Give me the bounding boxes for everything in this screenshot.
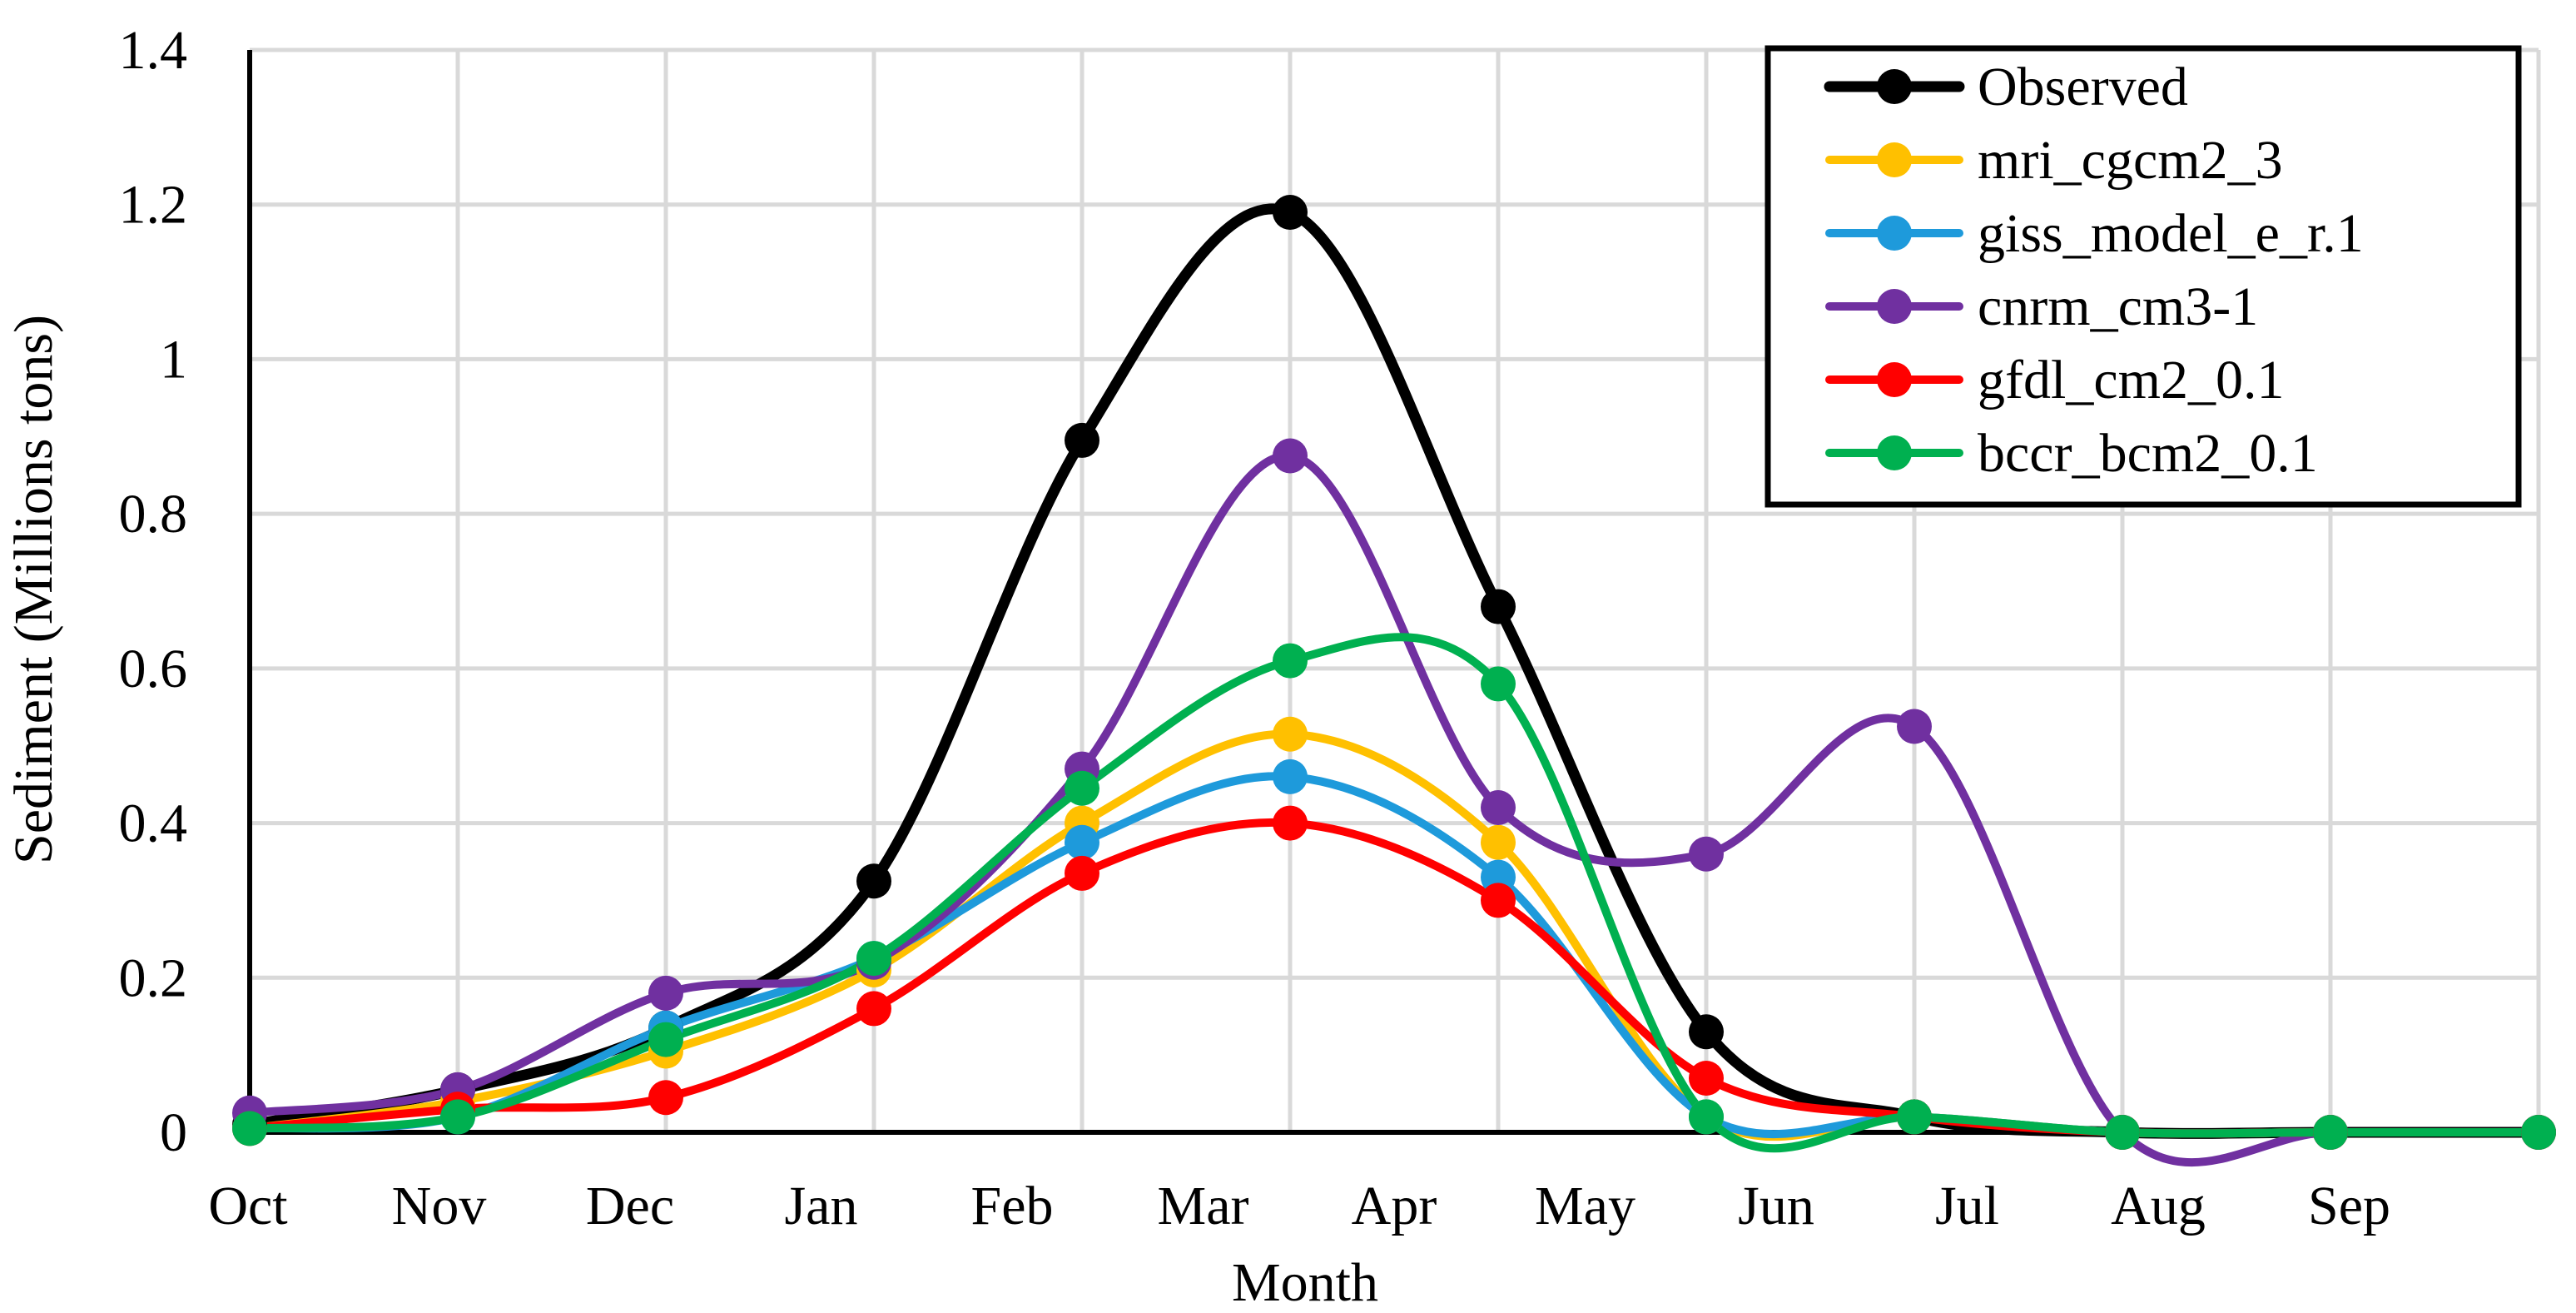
x-tick-label: Feb	[971, 1176, 1054, 1236]
legend-swatch-marker	[1877, 142, 1912, 177]
y-tick-label: 1.2	[119, 175, 188, 236]
data-point-bccr_bcm2_0.1	[440, 1099, 475, 1135]
data-point-Observed	[1065, 422, 1099, 458]
legend-box	[1764, 45, 2522, 508]
legend-item: mri_cgcm2_3	[1825, 130, 2283, 191]
data-point-mri_cgcm2_3	[1273, 716, 1308, 752]
legend-label: cnrm_cm3-1	[1978, 276, 2258, 337]
data-point-Observed	[1689, 1014, 1724, 1050]
data-point-bccr_bcm2_0.1	[2521, 1115, 2556, 1150]
data-point-giss_model_e_r.1	[1065, 824, 1099, 860]
legend-item: giss_model_e_r.1	[1825, 203, 2364, 264]
data-point-giss_model_e_r.1	[1273, 758, 1308, 794]
legend-label: gfdl_cm2_0.1	[1978, 350, 2284, 410]
data-point-bccr_bcm2_0.1	[2313, 1115, 2348, 1150]
legend-item: gfdl_cm2_0.1	[1825, 350, 2284, 410]
data-point-gfdl_cm2_0.1	[1689, 1061, 1724, 1096]
data-point-mri_cgcm2_3	[1481, 824, 1516, 860]
y-tick-label: 1	[160, 329, 187, 390]
legend-label: giss_model_e_r.1	[1978, 203, 2364, 264]
data-point-bccr_bcm2_0.1	[1897, 1099, 1932, 1135]
data-point-cnrm_cm3-1	[648, 975, 683, 1011]
x-tick-label: Mar	[1158, 1176, 1249, 1236]
data-point-cnrm_cm3-1	[1897, 709, 1932, 744]
y-tick-label: 0.2	[119, 947, 188, 1008]
y-tick-labels: 0 0.2 0.4 0.6 0.8 1 1.2 1.4	[119, 20, 188, 1163]
legend-swatch-marker	[1877, 362, 1912, 397]
data-point-bccr_bcm2_0.1	[648, 1022, 683, 1057]
x-axis-title: Month	[1232, 1252, 1378, 1313]
x-tick-label: Jan	[785, 1176, 858, 1236]
data-point-cnrm_cm3-1	[1481, 790, 1516, 825]
y-tick-label: 1.4	[119, 20, 188, 81]
data-point-cnrm_cm3-1	[1273, 438, 1308, 474]
data-point-bccr_bcm2_0.1	[1065, 770, 1099, 806]
y-tick-label: 0.8	[119, 484, 188, 545]
legend-swatch-marker	[1877, 216, 1912, 251]
y-tick-label: 0.4	[119, 793, 188, 854]
data-point-bccr_bcm2_0.1	[1273, 643, 1308, 679]
data-point-bccr_bcm2_0.1	[1481, 666, 1516, 702]
series-line-mri_cgcm2_3	[246, 729, 2543, 1141]
series-line-bccr_bcm2_0.1	[246, 633, 2543, 1153]
legend-swatch-marker	[1877, 69, 1912, 104]
x-tick-label: Nov	[392, 1176, 487, 1236]
x-tick-label: May	[1535, 1176, 1635, 1236]
legend-label: bccr_bcm2_0.1	[1978, 423, 2318, 484]
x-tick-label: Oct	[208, 1176, 287, 1236]
legend-item: bccr_bcm2_0.1	[1825, 423, 2318, 484]
y-tick-label: 0.6	[119, 639, 188, 699]
data-point-Observed	[1481, 589, 1516, 624]
legend-label: mri_cgcm2_3	[1978, 130, 2283, 191]
y-axis-title: Sediment (Millions tons)	[3, 315, 64, 864]
data-point-gfdl_cm2_0.1	[648, 1080, 683, 1116]
data-point-bccr_bcm2_0.1	[2105, 1115, 2140, 1150]
legend-label: Observed	[1978, 57, 2188, 117]
x-tick-label: Sep	[2308, 1176, 2390, 1236]
data-point-gfdl_cm2_0.1	[1481, 883, 1516, 918]
data-point-Observed	[856, 863, 891, 899]
x-tick-labels: Oct Nov Dec Jan Feb Mar Apr May Jun Jul Aug Sep	[208, 1176, 2390, 1236]
data-point-cnrm_cm3-1	[1689, 836, 1724, 872]
data-point-bccr_bcm2_0.1	[856, 941, 891, 977]
series-line-giss_model_e_r.1	[246, 772, 2543, 1138]
x-tick-label: Aug	[2111, 1176, 2206, 1236]
data-point-gfdl_cm2_0.1	[1065, 855, 1099, 891]
y-tick-label: 0	[160, 1102, 187, 1163]
legend: Observed mri_cgcm2_3 giss_model_e_r.1 cnrm_…	[1764, 45, 2522, 508]
legend-swatch-marker	[1877, 289, 1912, 324]
legend-swatch-marker	[1877, 435, 1912, 470]
data-point-gfdl_cm2_0.1	[1273, 805, 1308, 841]
data-point-bccr_bcm2_0.1	[232, 1111, 267, 1146]
series-markers	[232, 195, 2556, 1150]
legend-item: Observed	[1824, 57, 2188, 117]
x-tick-label: Apr	[1352, 1176, 1437, 1236]
data-point-Observed	[1273, 195, 1308, 230]
x-tick-label: Jul	[1935, 1176, 1999, 1236]
x-tick-label: Dec	[586, 1176, 674, 1236]
legend-items: Observed mri_cgcm2_3 giss_model_e_r.1 cnrm_…	[1824, 57, 2364, 484]
legend-item: cnrm_cm3-1	[1825, 276, 2258, 337]
x-tick-label: Jun	[1738, 1176, 1814, 1236]
data-point-gfdl_cm2_0.1	[856, 991, 891, 1027]
data-point-bccr_bcm2_0.1	[1689, 1099, 1724, 1135]
